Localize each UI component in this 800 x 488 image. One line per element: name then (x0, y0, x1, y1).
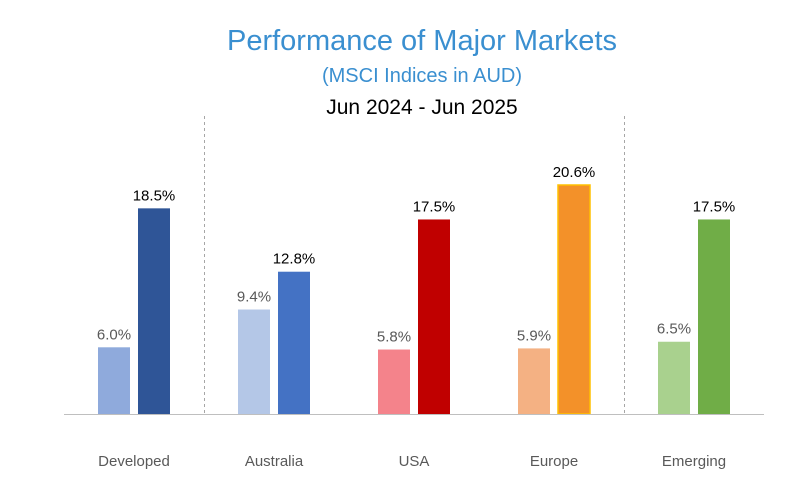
value-label-europe-current: 20.6% (553, 164, 596, 181)
bar-usa-prior (378, 349, 410, 414)
category-label-australia: Australia (245, 453, 304, 470)
bar-australia-current (278, 271, 310, 414)
bar-australia-prior (238, 309, 270, 414)
chart-title: Performance of Major Markets (227, 25, 617, 57)
bar-emerging-current (698, 219, 730, 414)
category-labels-group: Developed Australia USA Europe Emerging (98, 453, 726, 470)
category-label-usa: USA (399, 453, 430, 470)
category-label-developed: Developed (98, 453, 170, 470)
bar-emerging-prior (658, 341, 690, 414)
value-label-australia-prior: 9.4% (237, 289, 271, 306)
axis-group (64, 116, 764, 415)
value-label-developed-current: 18.5% (133, 187, 176, 204)
value-label-emerging-prior: 6.5% (657, 321, 691, 338)
bar-europe-prior (518, 348, 550, 414)
value-label-usa-current: 17.5% (413, 198, 456, 215)
value-label-developed-prior: 6.0% (97, 326, 131, 343)
value-labels-group: 6.0% 18.5% 9.4% 12.8% 5.8% 17.5% 5.9% 20.6% 6.5%… (97, 164, 735, 346)
bars-group (98, 184, 730, 415)
chart-period: Jun 2024 - Jun 2025 (326, 96, 517, 119)
bar-europe-current (557, 184, 591, 415)
chart-subtitle: (MSCI Indices in AUD) (322, 65, 522, 87)
category-label-emerging: Emerging (662, 453, 726, 470)
value-label-emerging-current: 17.5% (693, 198, 736, 215)
bar-developed-prior (98, 347, 130, 414)
value-label-europe-prior: 5.9% (517, 327, 551, 344)
value-label-australia-current: 12.8% (273, 251, 316, 268)
category-label-europe: Europe (530, 453, 578, 470)
value-label-usa-prior: 5.8% (377, 329, 411, 346)
bar-usa-current (418, 219, 450, 414)
bar-developed-current (138, 208, 170, 414)
